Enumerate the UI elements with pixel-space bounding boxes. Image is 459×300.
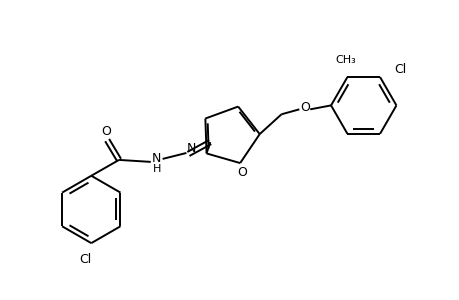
Text: Cl: Cl — [79, 253, 91, 266]
Text: N: N — [151, 152, 161, 165]
Text: H: H — [152, 164, 161, 174]
Text: Cl: Cl — [393, 63, 405, 76]
Text: O: O — [300, 101, 309, 114]
Text: O: O — [101, 125, 111, 138]
Text: N: N — [186, 142, 196, 154]
Text: CH₃: CH₃ — [334, 55, 355, 65]
Text: O: O — [237, 167, 246, 179]
